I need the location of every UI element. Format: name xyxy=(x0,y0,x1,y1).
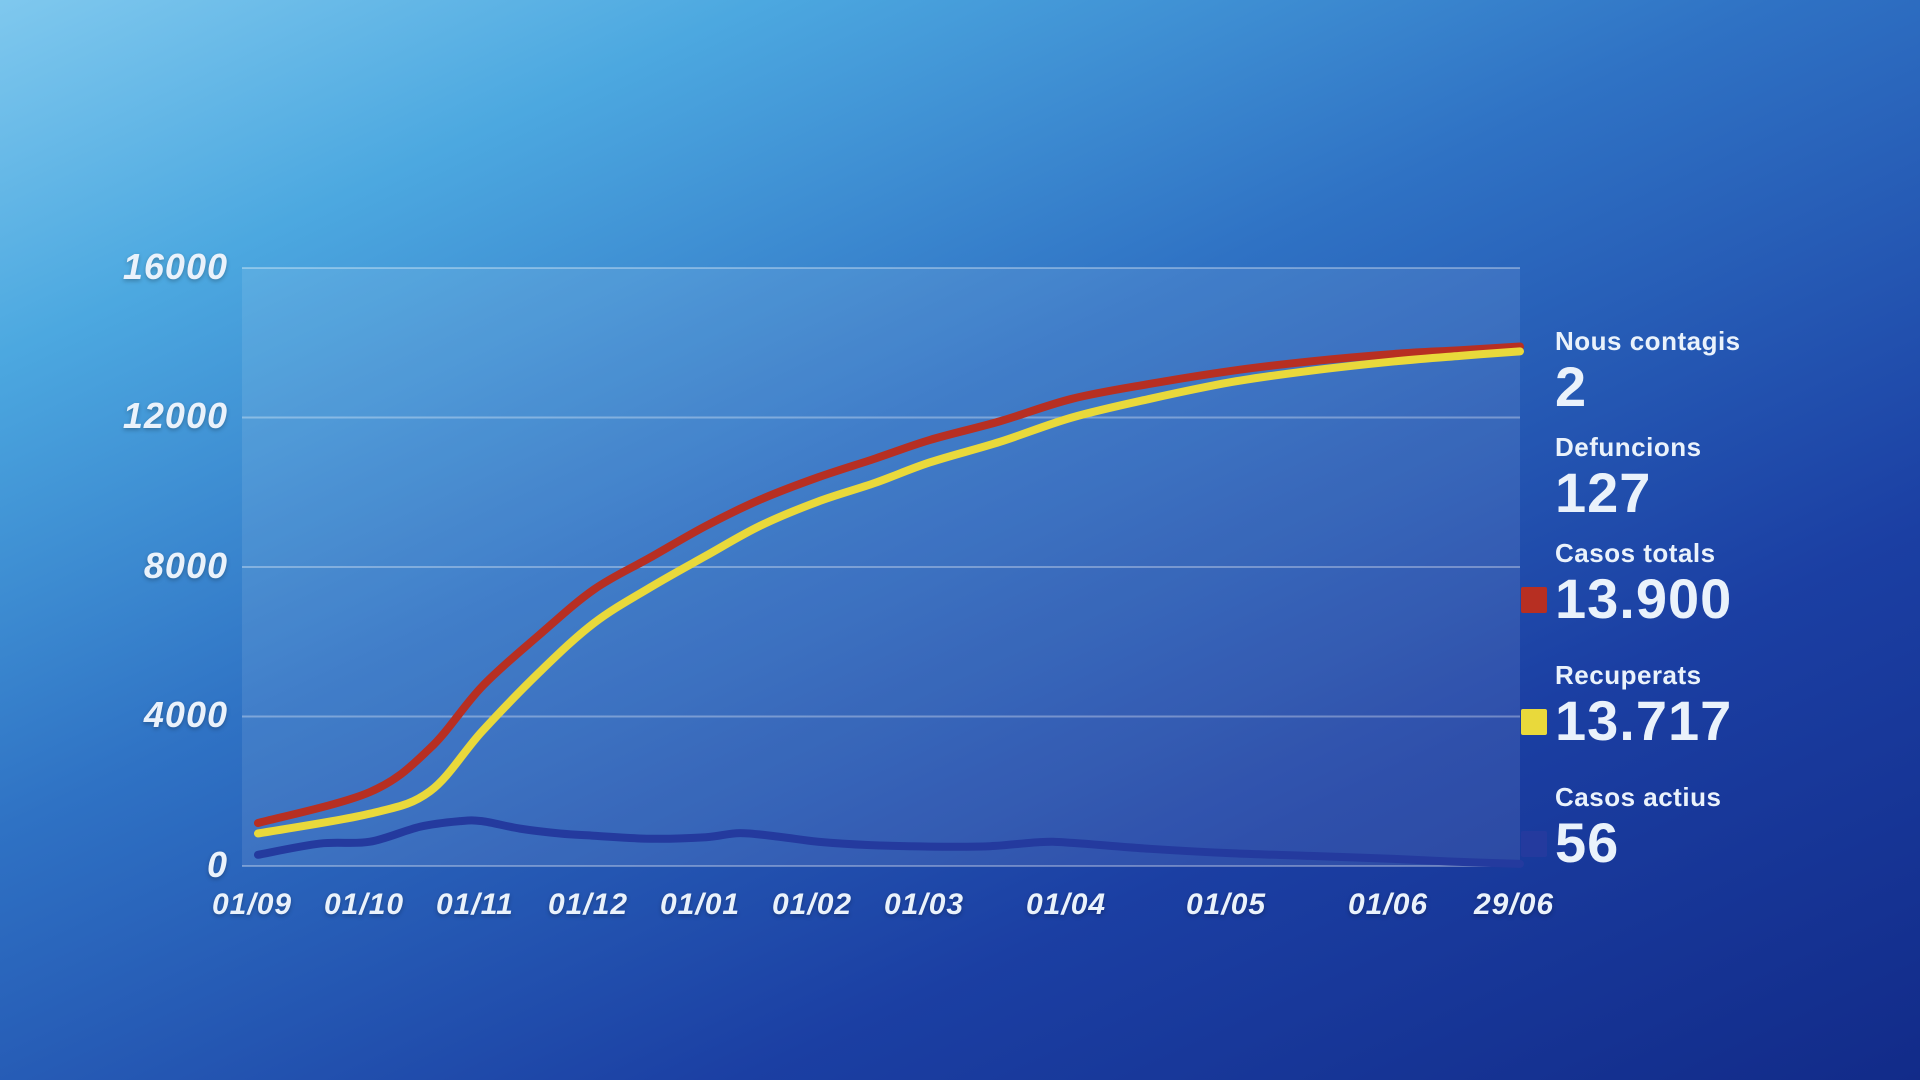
x-tick-label: 01/12 xyxy=(548,888,628,922)
y-tick-label: 0 xyxy=(207,844,228,886)
x-tick-label: 01/02 xyxy=(772,888,852,922)
legend-swatch-casos_totals xyxy=(1521,587,1547,613)
x-tick-label: 01/11 xyxy=(436,888,514,922)
stat-casos_totals: Casos totals13.900 xyxy=(1555,538,1732,627)
stat-value: 2 xyxy=(1555,359,1741,415)
stat-label: Casos actius xyxy=(1555,782,1721,813)
stat-value: 56 xyxy=(1555,815,1721,871)
stat-defuncions: Defuncions127 xyxy=(1555,432,1702,521)
stat-value: 13.717 xyxy=(1555,693,1732,749)
legend-swatch-casos_actius xyxy=(1521,831,1547,857)
x-tick-label: 01/03 xyxy=(884,888,964,922)
stat-label: Nous contagis xyxy=(1555,326,1741,357)
y-tick-label: 16000 xyxy=(123,246,228,288)
y-tick-label: 8000 xyxy=(144,545,228,587)
stat-label: Defuncions xyxy=(1555,432,1702,463)
stat-recuperats: Recuperats13.717 xyxy=(1555,660,1732,749)
stat-casos_actius: Casos actius56 xyxy=(1555,782,1721,871)
y-tick-label: 12000 xyxy=(123,395,228,437)
chart-stage: 0 4000 8000 12000 16000 01/09 01/10 01/11 01/12 0… xyxy=(0,0,1920,1080)
x-tick-label: 01/04 xyxy=(1026,888,1106,922)
stat-label: Casos totals xyxy=(1555,538,1732,569)
x-tick-label: 29/06 xyxy=(1474,888,1554,922)
y-tick-label: 4000 xyxy=(144,694,228,736)
x-tick-label: 01/09 xyxy=(212,888,292,922)
x-tick-label: 01/06 xyxy=(1348,888,1428,922)
x-tick-label: 01/10 xyxy=(324,888,404,922)
x-tick-label: 01/01 xyxy=(660,888,740,922)
stat-value: 13.900 xyxy=(1555,571,1732,627)
stat-label: Recuperats xyxy=(1555,660,1732,691)
legend-swatch-recuperats xyxy=(1521,709,1547,735)
x-tick-label: 01/05 xyxy=(1186,888,1266,922)
stat-value: 127 xyxy=(1555,465,1702,521)
stat-nous_contagis: Nous contagis2 xyxy=(1555,326,1741,415)
